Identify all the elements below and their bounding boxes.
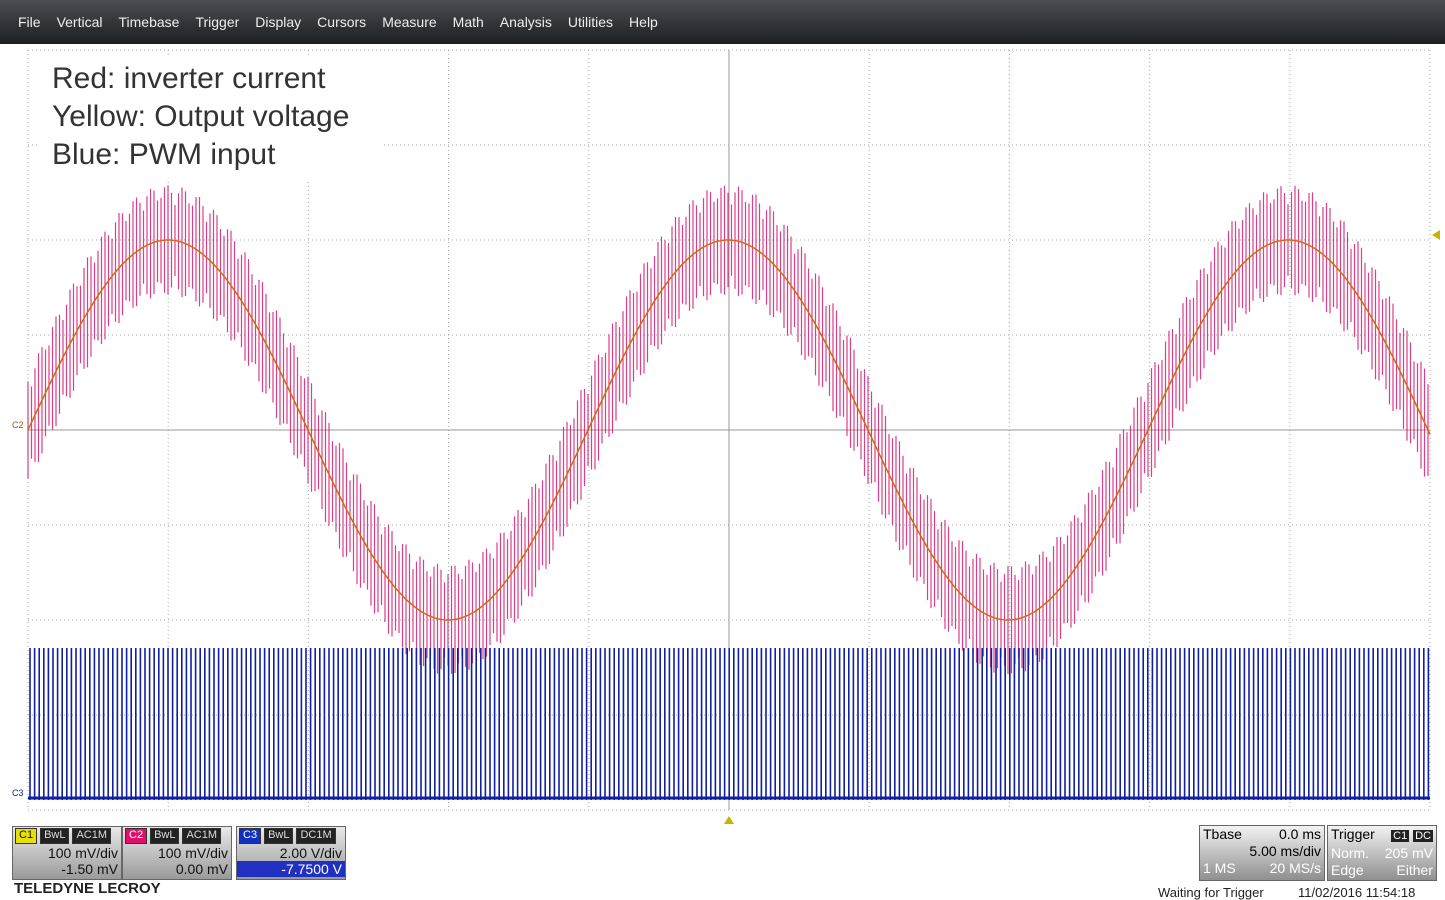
trigger-panel[interactable]: Trigger C1 DC Norm. 205 mV Edge Either xyxy=(1327,825,1437,881)
menu-item[interactable]: File xyxy=(10,14,49,30)
channel-id: C3 xyxy=(239,828,261,844)
offset: -7.7500 V xyxy=(237,861,345,877)
menu-item[interactable]: Display xyxy=(247,14,309,30)
bandwidth: BwL xyxy=(264,828,293,844)
menu-item[interactable]: Utilities xyxy=(560,14,621,30)
menu-item[interactable]: Timebase xyxy=(110,14,187,30)
label: Trigger xyxy=(1331,826,1375,845)
scale: 100 mV/div xyxy=(123,845,231,861)
bandwidth: BwL xyxy=(40,828,69,844)
coupling: AC1M xyxy=(72,828,111,844)
bandwidth: BwL xyxy=(150,828,179,844)
timebase-panel[interactable]: Tbase 0.0 ms 5.00 ms/div 1 MS 20 MS/s xyxy=(1199,825,1325,881)
annotation-line: Yellow: Output voltage xyxy=(52,98,372,136)
annotation-line: Red: inverter current xyxy=(52,60,372,98)
brand: TELEDYNE LECROY xyxy=(14,880,161,897)
blue-trace xyxy=(30,648,1428,800)
scale: 5.00 ms/div xyxy=(1249,843,1321,860)
menu-item[interactable]: Measure xyxy=(374,14,444,30)
menu-item[interactable]: Math xyxy=(445,14,492,30)
coupling: DC1M xyxy=(296,828,335,844)
offset: 0.00 mV xyxy=(123,861,231,877)
source: C1 xyxy=(1391,830,1409,842)
coupling: AC1M xyxy=(182,828,221,844)
channel-id: C2 xyxy=(125,828,147,844)
menu-item[interactable]: Help xyxy=(621,14,666,30)
channel-marker: C2 xyxy=(12,420,24,430)
coupling: DC xyxy=(1413,830,1433,842)
channel-marker: C3 xyxy=(12,788,24,798)
scale: 2.00 V/div xyxy=(237,845,345,861)
type: Edge xyxy=(1331,862,1364,879)
slope: Either xyxy=(1396,862,1433,879)
datetime: 11/02/2016 11:54:18 xyxy=(1298,885,1415,900)
menu-item[interactable]: Vertical xyxy=(49,14,111,30)
time-marker xyxy=(724,816,734,824)
annotation-line: Blue: PWM input xyxy=(52,136,372,174)
delay: 0.0 ms xyxy=(1279,826,1321,843)
points: 1 MS xyxy=(1203,860,1236,877)
status: Waiting for Trigger xyxy=(1158,885,1264,900)
page: FileVerticalTimebaseTriggerDisplayCursor… xyxy=(0,0,1445,900)
trigger-marker xyxy=(1432,230,1440,240)
channel-id: C1 xyxy=(15,828,37,844)
scale: 100 mV/div xyxy=(13,845,121,861)
rate: 20 MS/s xyxy=(1270,860,1321,877)
menu-item[interactable]: Cursors xyxy=(309,14,374,30)
mode: Norm. xyxy=(1331,845,1369,862)
label: Tbase xyxy=(1203,826,1242,843)
annotation: Red: inverter current Yellow: Output vol… xyxy=(40,58,384,180)
offset: -1.50 mV xyxy=(13,861,121,877)
menu-item[interactable]: Analysis xyxy=(492,14,560,30)
menu-item[interactable]: Trigger xyxy=(187,14,247,30)
level: 205 mV xyxy=(1385,845,1433,862)
